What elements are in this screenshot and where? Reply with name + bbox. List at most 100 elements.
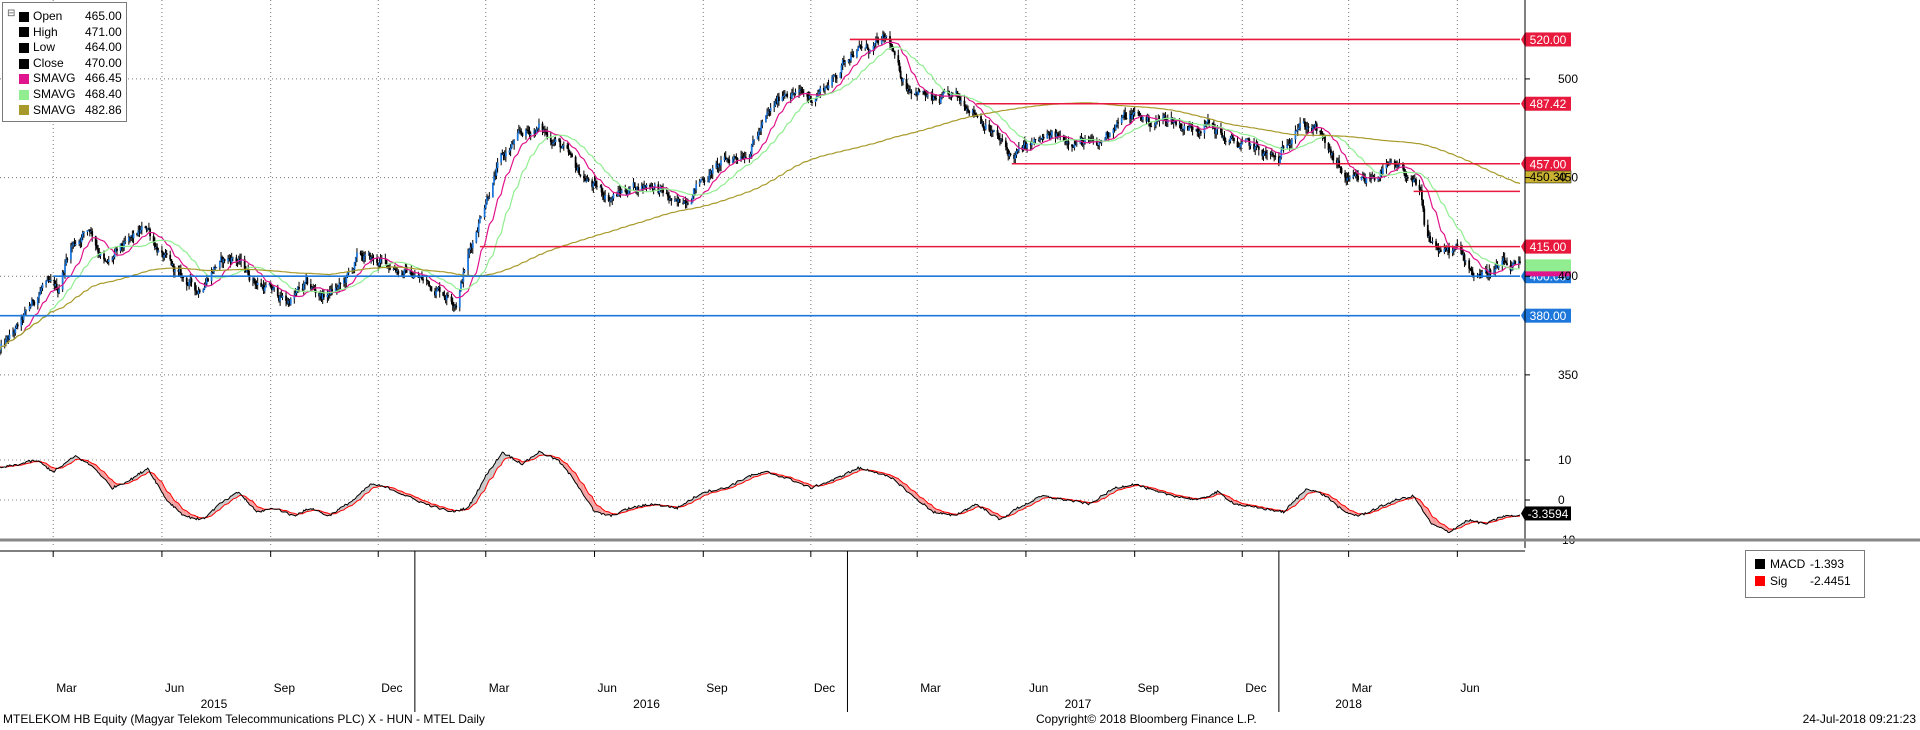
price-bar-body <box>1420 189 1423 201</box>
price-bar-body <box>1125 117 1128 120</box>
price-bar-body <box>347 271 350 273</box>
price-bar-body <box>685 203 688 205</box>
price-bar-body <box>1436 247 1439 249</box>
price-bar-body <box>1306 126 1309 130</box>
price-bar-body <box>360 252 363 256</box>
price-bar-body <box>1501 260 1504 266</box>
price-bar-body <box>1046 133 1049 139</box>
price-bar-body <box>974 112 977 114</box>
price-bar-body <box>72 242 75 246</box>
price-bar-body <box>684 200 687 204</box>
price-tag-label: 450.30 <box>1530 170 1567 184</box>
price-bar-body <box>426 280 429 282</box>
price-bar-body <box>767 110 770 113</box>
price-bar-body <box>723 156 726 161</box>
price-bar-body <box>794 92 797 94</box>
price-bar-body <box>25 309 27 311</box>
price-bar-body <box>1468 260 1471 269</box>
price-bar-body <box>12 331 14 335</box>
price-bar-body <box>1294 131 1297 140</box>
price-bar-body <box>295 289 298 294</box>
price-bar-body <box>808 95 811 99</box>
price-bar-body <box>1411 178 1414 183</box>
price-bar-body <box>716 163 719 168</box>
price-bar-body <box>211 272 214 274</box>
collapse-icon[interactable]: ⊟ <box>7 8 16 19</box>
price-bar-body <box>1190 124 1193 127</box>
price-bar-body <box>786 93 789 97</box>
price-bar-body <box>1481 271 1484 278</box>
price-bar-body <box>1001 139 1004 141</box>
level-label: 415.00 <box>1530 240 1567 254</box>
price-bar-body <box>1471 271 1474 276</box>
price-bar-body <box>509 147 512 151</box>
price-bar-body <box>1062 135 1065 142</box>
price-bar-body <box>139 229 142 233</box>
price-bar-body <box>223 258 226 262</box>
price-bar-body <box>97 248 100 253</box>
price-bar-body <box>369 252 371 260</box>
price-bar-body <box>908 88 910 92</box>
price-bar-body <box>255 284 258 286</box>
price-bar-body <box>1346 177 1349 181</box>
price-bar-body <box>1296 129 1299 131</box>
price-bar-body <box>500 153 503 163</box>
price-bar-body <box>1295 130 1298 132</box>
price-bar-body <box>445 295 448 300</box>
price-bar-body <box>814 99 817 103</box>
price-bar-body <box>1155 120 1157 125</box>
price-bar-body <box>982 122 985 128</box>
price-bar-body <box>864 47 867 49</box>
price-bar-body <box>801 90 804 93</box>
price-bar-body <box>90 231 92 233</box>
price-bar-body <box>990 131 993 133</box>
x-tick-label: Dec <box>381 681 402 695</box>
price-bar-body <box>1324 136 1326 143</box>
price-bar-body <box>1186 125 1189 131</box>
price-bar-body <box>960 100 962 102</box>
price-bar-body <box>79 240 82 243</box>
price-bar-body <box>304 282 306 285</box>
price-bar-body <box>268 283 271 286</box>
price-bar-body <box>1419 189 1422 191</box>
signal-line <box>0 454 1521 530</box>
price-bar-body <box>1451 250 1454 253</box>
price-bar-body <box>1257 146 1260 150</box>
price-bar-body <box>1299 123 1302 128</box>
price-bar-body <box>1099 141 1102 143</box>
price-bar-body <box>687 203 689 205</box>
macd-fill <box>161 481 164 494</box>
price-bar-body <box>948 91 951 98</box>
price-bar-body <box>393 268 396 270</box>
price-bar-body <box>658 189 661 194</box>
price-bar-body <box>891 45 894 52</box>
sma-line <box>0 102 1521 350</box>
legend-value: -2.4451 <box>1810 573 1851 588</box>
macd-fill <box>216 503 220 512</box>
price-bar-body <box>899 70 902 78</box>
price-bar-body <box>338 283 341 288</box>
price-bar-body <box>675 199 677 201</box>
macd-fill <box>232 492 237 500</box>
price-bar-body <box>676 199 679 202</box>
legend-label: High <box>33 24 58 39</box>
price-bar-body <box>339 283 342 285</box>
price-bar-body <box>64 263 66 273</box>
legend-label: SMAVG <box>33 102 76 117</box>
price-bar-body <box>1429 235 1432 242</box>
macd-fill <box>1432 516 1437 526</box>
price-bar-body <box>963 100 966 107</box>
price-bar-body <box>418 277 421 279</box>
x-tick-label: Jun <box>1460 681 1479 695</box>
price-bar-body <box>169 254 172 260</box>
grid-lines <box>0 0 1520 548</box>
price-bar-body <box>1426 224 1429 237</box>
price-bar-body <box>468 249 471 255</box>
price-bar-body <box>947 90 949 92</box>
price-bar-body <box>1137 112 1140 114</box>
price-bar-body <box>194 282 196 291</box>
moving-averages <box>0 41 1521 350</box>
legend-swatch <box>1755 575 1765 586</box>
price-bar-body <box>13 331 16 334</box>
price-bar-body <box>1478 273 1481 276</box>
